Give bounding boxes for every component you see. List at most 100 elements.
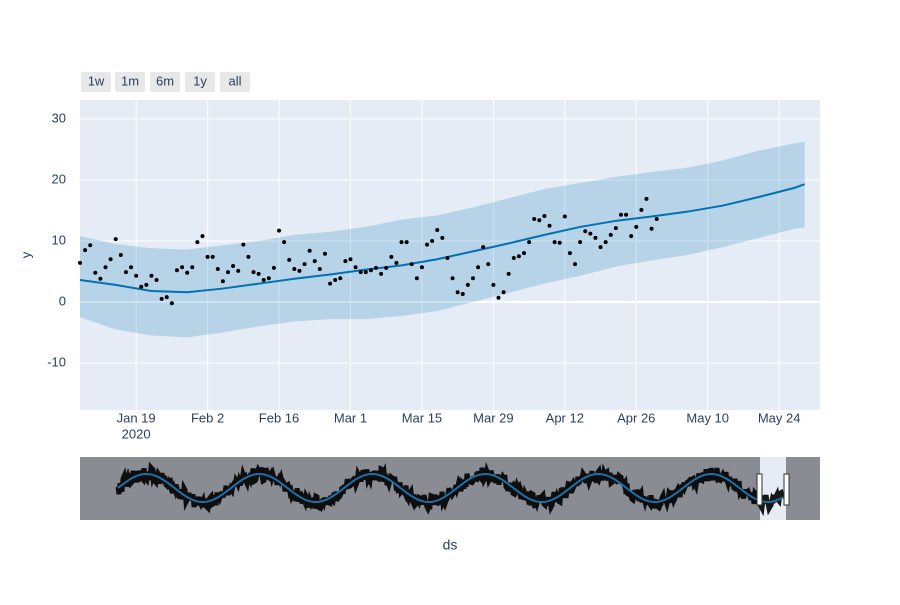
grid: [80, 100, 820, 410]
observation-point: [118, 253, 123, 257]
observation-point: [460, 292, 465, 297]
observation-point: [190, 265, 195, 270]
observation-point: [297, 268, 302, 273]
button-label[interactable]: 1m: [121, 73, 139, 88]
button-background[interactable]: [81, 72, 111, 92]
range-slider[interactable]: [80, 457, 820, 520]
observation-point: [389, 254, 394, 259]
observation-point: [180, 265, 185, 270]
y-tick-label: 0: [59, 293, 66, 308]
observation-point: [368, 268, 373, 273]
observation-point: [113, 237, 118, 242]
observation-point: [455, 290, 460, 295]
range-button[interactable]: 1m: [115, 72, 145, 92]
button-label[interactable]: 6m: [156, 73, 174, 88]
observation-point: [399, 240, 404, 245]
observation-point: [445, 256, 450, 261]
x-axis-title: ds: [443, 537, 458, 553]
observation-point: [169, 301, 174, 306]
range-button[interactable]: all: [220, 72, 250, 92]
observation-point: [174, 268, 179, 273]
y-tick-label: -10: [47, 354, 66, 369]
observation-point: [328, 281, 333, 286]
observation-point: [287, 257, 292, 262]
observation-point: [205, 254, 210, 259]
observation-point: [430, 238, 435, 243]
observation-point: [363, 270, 368, 275]
observation-point: [154, 278, 159, 283]
observation-point: [501, 290, 506, 295]
observation-point: [516, 254, 521, 259]
observation-point: [246, 254, 251, 259]
observation-point: [338, 276, 343, 281]
button-background[interactable]: [220, 72, 250, 92]
observation-point: [481, 245, 486, 250]
x-tick-label: Mar 29: [473, 410, 513, 425]
x-tick-label: Feb 2: [191, 410, 224, 425]
y-tick-label: 10: [52, 232, 66, 247]
observation-point: [562, 214, 567, 219]
observation-point: [634, 224, 639, 229]
observation-point: [578, 240, 583, 245]
button-background[interactable]: [185, 72, 215, 92]
observation-point: [271, 265, 276, 270]
observation-point: [588, 231, 593, 236]
y-axis-title: y: [18, 251, 33, 258]
observation-point: [476, 265, 481, 270]
observation-point: [220, 279, 225, 284]
observation-point: [404, 240, 409, 245]
button-label[interactable]: 1y: [193, 73, 207, 88]
observation-point: [573, 262, 578, 267]
observation-point: [226, 270, 230, 275]
x-tick-label: Jan 19: [117, 410, 156, 425]
y-tick-label: 20: [52, 171, 66, 186]
observation-point: [409, 262, 414, 267]
observation-point: [470, 276, 475, 281]
slider-handle[interactable]: [783, 473, 790, 506]
observation-point: [598, 245, 603, 250]
observation-point: [256, 271, 261, 276]
range-button[interactable]: 6m: [150, 72, 180, 92]
observation-point: [215, 267, 220, 272]
observation-point: [522, 251, 526, 256]
observation-point: [348, 257, 353, 262]
observation-point: [98, 276, 103, 281]
observation-point: [358, 270, 363, 275]
observation-point: [654, 216, 659, 221]
observation-point: [149, 273, 154, 278]
observation-point: [144, 282, 149, 287]
button-background[interactable]: [150, 72, 180, 92]
range-button[interactable]: 1y: [185, 72, 215, 92]
observation-point: [379, 271, 384, 276]
observation-point: [159, 296, 164, 301]
plot-area: [80, 100, 820, 410]
range-button[interactable]: 1w: [81, 72, 111, 92]
slider-handle[interactable]: [756, 473, 763, 506]
observation-point: [266, 276, 271, 281]
observation-point: [644, 196, 649, 201]
observation-point: [164, 295, 169, 300]
observation-point: [649, 226, 654, 231]
x-tick-label: Apr 12: [546, 410, 584, 425]
observation-point: [78, 260, 82, 265]
observation-point: [613, 226, 618, 231]
observation-point: [557, 240, 562, 245]
observation-point: [231, 263, 236, 268]
observation-point: [532, 216, 537, 221]
observation-point: [440, 235, 445, 240]
observation-point: [195, 240, 200, 245]
observation-point: [435, 227, 440, 232]
observation-point: [93, 270, 98, 275]
observation-point: [210, 254, 215, 259]
observation-point: [317, 267, 322, 272]
observation-point: [465, 282, 470, 287]
observation-point: [123, 270, 128, 275]
button-background[interactable]: [115, 72, 145, 92]
observation-point: [547, 223, 552, 228]
button-label[interactable]: 1w: [88, 73, 105, 88]
observation-point: [506, 271, 511, 276]
button-label[interactable]: all: [228, 73, 241, 88]
observation-point: [567, 251, 572, 256]
observation-point: [251, 270, 256, 275]
